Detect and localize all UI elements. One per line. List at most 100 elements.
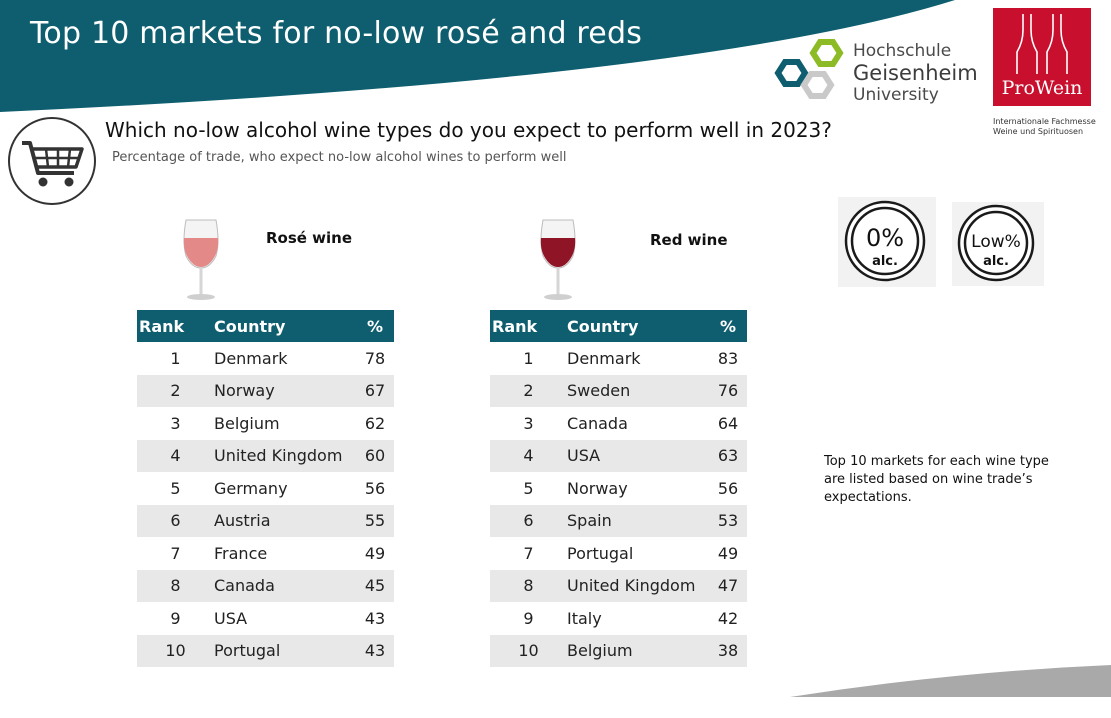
rank-cell: 10 [490,634,567,667]
country-cell: Italy [567,608,602,628]
table-row: 4 USA 63 [490,439,747,472]
country-cell: Spain [567,504,709,537]
percent-cell: 60 [356,439,394,472]
rank-cell: 7 [523,543,534,563]
slide-title: Top 10 markets for no-low rosé and reds [30,16,643,51]
country-cell: Sweden [567,374,709,407]
percent-cell: 43 [364,608,386,628]
rank-cell: 4 [490,439,567,472]
percent-cell: 62 [364,413,386,433]
table-row: 2 Sweden 76 [490,374,747,407]
table-header-row: Rank Country % [137,310,394,342]
country-cell: Germany [214,478,288,498]
table-row: 8 Canada 45 [137,569,394,602]
rank-cell: 8 [490,569,567,602]
university-line2: Geisenheim [853,61,978,85]
country-cell: Canada [567,413,628,433]
column-header-country: Country [567,310,709,342]
rank-cell: 9 [170,608,181,628]
low-alcohol-line1: Low% [971,232,1021,252]
column-header-country: Country [214,310,356,342]
table-row: 5 Germany 56 [137,472,394,505]
rose-wine-glass-icon [180,218,222,306]
percent-cell: 38 [709,634,747,667]
country-cell: Norway [214,374,356,407]
shopping-cart-icon [8,117,96,205]
percent-cell: 45 [356,569,394,602]
bottles-icon [1016,14,1068,74]
red-wine-glass-icon [537,218,579,306]
rank-cell: 10 [137,634,214,667]
rank-cell: 2 [137,374,214,407]
table-row: 7 France 49 [137,537,394,570]
country-cell: Denmark [214,348,288,368]
rank-cell: 1 [523,348,534,368]
country-cell: United Kingdom [567,569,709,602]
prowein-subtitle: Internationale Fachmesse Weine und Spiri… [993,117,1105,137]
percent-cell: 42 [717,608,739,628]
table-row: 4 United Kingdom 60 [137,439,394,472]
rank-cell: 4 [137,439,214,472]
rank-cell: 8 [137,569,214,602]
table-row: 10 Belgium 38 [490,634,747,667]
table-row: 10 Portugal 43 [137,634,394,667]
rank-cell: 5 [170,478,181,498]
rank-cell: 3 [523,413,534,433]
country-cell: Belgium [214,413,280,433]
percent-cell: 56 [364,478,386,498]
prowein-logo: ProWein [993,8,1091,106]
university-logo: Hochschule Geisenheim University [773,38,988,108]
rank-cell: 3 [170,413,181,433]
country-cell: Austria [214,504,356,537]
percent-cell: 55 [356,504,394,537]
country-cell: Portugal [567,543,634,563]
percent-cell: 83 [717,348,739,368]
table-header-row: Rank Country % [490,310,747,342]
rank-cell: 5 [523,478,534,498]
percent-cell: 53 [709,504,747,537]
university-line1: Hochschule [853,41,952,61]
low-alcohol-line2: alc. [983,254,1009,269]
percent-cell: 56 [717,478,739,498]
rose-wine-label: Rosé wine [266,229,353,247]
zero-alcohol-line2: alc. [872,254,898,269]
table-row: 5 Norway 56 [490,472,747,505]
percent-cell: 47 [709,569,747,602]
percent-cell: 49 [717,543,739,563]
column-header-rank: Rank [137,310,214,342]
survey-subtitle: Percentage of trade, who expect no-low a… [112,150,567,165]
country-cell: Canada [214,569,356,602]
table-row: 9 Italy 42 [490,602,747,635]
zero-alcohol-badge-icon: 0% alc. [838,197,936,287]
red-ranking-table: Rank Country % 1 Denmark 83 2 Sweden 76 3 Can… [490,310,747,667]
rank-cell: 2 [490,374,567,407]
low-alcohol-badge-icon: Low% alc. [952,202,1044,286]
percent-cell: 63 [709,439,747,472]
country-cell: Denmark [567,348,641,368]
country-cell: Norway [567,478,628,498]
country-cell: USA [567,439,709,472]
header-band [0,0,1111,115]
table-row: 9 USA 43 [137,602,394,635]
footnote: Top 10 markets for each wine type are li… [824,454,1049,505]
table-row: 6 Spain 53 [490,504,747,537]
university-line3: University [853,85,939,105]
rank-cell: 9 [523,608,534,628]
rank-cell: 7 [170,543,181,563]
table-row: 6 Austria 55 [137,504,394,537]
percent-cell: 67 [356,374,394,407]
survey-question: Which no-low alcohol wine types do you e… [105,118,832,142]
table-row: 1 Denmark 78 [137,342,394,375]
rank-cell: 1 [170,348,181,368]
prowein-subtitle-line2: Weine und Spirituosen [993,127,1084,136]
university-name: Hochschule Geisenheim University [853,43,978,104]
table-row: 3 Belgium 62 [137,407,394,440]
country-cell: United Kingdom [214,439,356,472]
column-header-percent: % [709,310,747,342]
zero-alcohol-line1: 0% [866,224,904,252]
prowein-subtitle-line1: Internationale Fachmesse [993,117,1096,126]
percent-cell: 76 [709,374,747,407]
rose-ranking-table: Rank Country % 1 Denmark 7 8 2 Norway 67 3 Bel… [137,310,394,667]
table-row: 2 Norway 67 [137,374,394,407]
column-header-rank: Rank [490,310,567,342]
